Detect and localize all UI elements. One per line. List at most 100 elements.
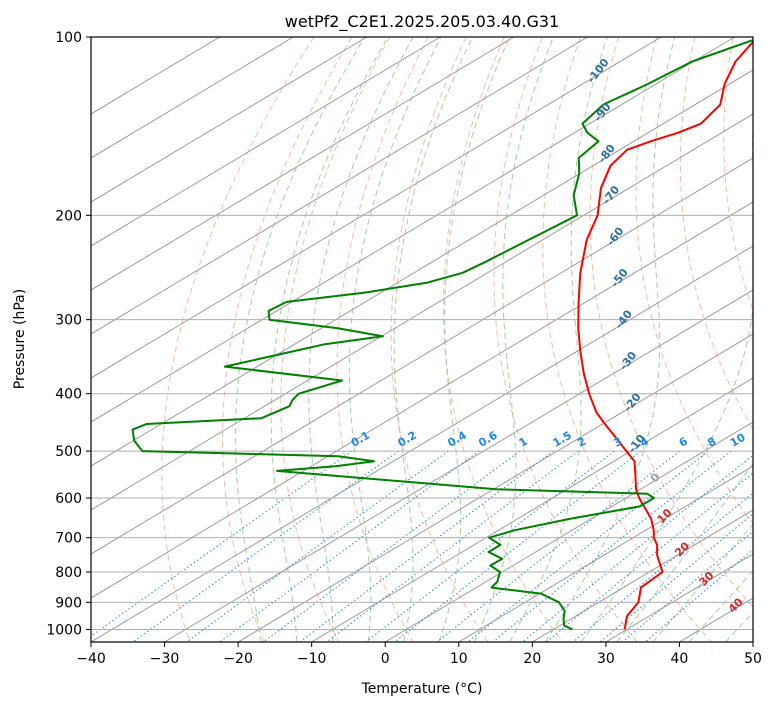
y-axis: 100 200 300 400 500 600 700 800 900 1000 [46,30,91,638]
isotherm [311,377,753,642]
mixing-ratio-line [91,450,353,637]
moist-adiabat [235,37,366,642]
mixing-ratio-label: 1.5 [550,429,573,450]
moist-adiabat [616,462,753,642]
dry-adiabat [635,37,753,525]
y-tick-label: 700 [55,531,82,547]
x-tick-label: −30 [150,651,180,667]
dewpoint-profile [131,39,753,631]
isotherm [679,597,753,642]
moist-adiabat [438,37,510,642]
moist-adiabat [393,37,474,642]
y-tick-label: 300 [55,313,82,329]
dry-adiabat [280,37,391,642]
moist-adiabat [308,37,414,642]
mixing-ratio-line [467,450,709,642]
isotherm [91,37,588,335]
mixing-ratio-label: 0.4 [445,429,469,450]
mixing-ratio-line [132,450,399,642]
isotherm [237,333,753,642]
mixing-ratio-line [492,450,732,642]
mixing-ratio-line [599,513,753,642]
y-axis-label: Pressure (hPa) [12,289,28,389]
x-tick-label: 0 [381,651,390,667]
mixing-ratio-label: 10 [728,431,748,450]
isotherm [91,37,220,115]
dry-adiabat [766,37,775,642]
moist-adiabat [580,112,753,642]
isotherm [384,421,753,642]
moist-adiabat [270,37,389,642]
isotherm [458,465,753,642]
dry-adiabat [589,37,753,608]
y-tick-label: 200 [55,208,82,224]
moist-adiabat [473,37,554,642]
isotherm [91,37,441,247]
mixing-ratio-line [522,454,753,642]
y-tick-label: 600 [55,491,82,507]
y-tick-label: 500 [55,444,82,460]
isotherm [91,157,753,555]
isotherm [91,113,753,511]
chart-title: wetPf2_C2E1.2025.205.03.40.G31 [285,12,559,32]
x-tick-label: 10 [450,651,468,667]
isotherm [91,245,753,642]
mixing-ratio-line [219,450,480,642]
isotherm [164,289,753,642]
isobar-grid [91,37,753,630]
mixing-ratio-line [299,450,554,642]
temperature-profile [577,40,753,630]
mixing-ratio-line [186,450,449,642]
mixing-ratio-line [644,548,753,642]
mixing-ratio-label: 0.2 [396,429,419,450]
dry-adiabat [493,37,638,642]
dry-adiabat [161,37,315,642]
x-tick-label: 40 [671,651,689,667]
curve-labels: 0.10.20.40.611.52346810131620253036-100-… [349,56,775,616]
x-axis: −40 −30 −20 −10 0 10 20 30 40 50 [76,642,762,667]
mixing-ratio-line [572,492,753,642]
isotherm [91,37,515,291]
mixing-ratio-line [326,450,579,642]
y-tick-label: 1000 [46,622,82,638]
dry-adiabat [222,37,353,642]
mixing-ratio-line [365,450,615,642]
moist-adiabat [348,37,442,642]
y-tick-label: 100 [55,30,82,46]
sounding-profiles [131,39,753,631]
dry-adiabat-label: -100 [585,56,612,86]
background-lines [91,37,775,642]
x-tick-label: −20 [223,651,253,667]
isotherm [91,201,753,599]
x-tick-label: −10 [297,651,327,667]
isotherm [91,37,368,203]
dry-adiabat [542,37,713,642]
x-tick-label: 50 [744,651,762,667]
mixing-ratio-line [622,530,753,642]
isotherm [91,37,662,379]
mixing-ratio-line [394,450,642,642]
mixing-ratio-label: 2 [575,435,588,450]
isotherm [91,37,294,159]
mixing-ratio-label: 1 [517,435,530,450]
x-tick-label: −40 [76,651,106,667]
isotherm [91,69,753,467]
moist-adiabat [725,611,753,642]
dry-adiabat [390,37,489,642]
dry-adiabat [723,37,753,312]
mixing-ratio-label: 0.6 [476,429,500,450]
mixing-ratio-line [263,450,521,642]
mixing-ratio-label: 13 [755,431,775,450]
isotherm [752,641,753,642]
moist-adiabat [652,523,753,642]
moist-adiabat [688,570,753,642]
x-axis-label: Temperature (°C) [361,681,483,697]
dry-adiabat [680,37,753,431]
dry-adiabat [442,37,564,642]
mixing-ratio-label: 6 [677,434,690,449]
dry-adiabat [336,37,429,642]
plot-frame [90,36,754,643]
y-tick-label: 900 [55,595,82,611]
moist-adiabat [509,37,608,642]
